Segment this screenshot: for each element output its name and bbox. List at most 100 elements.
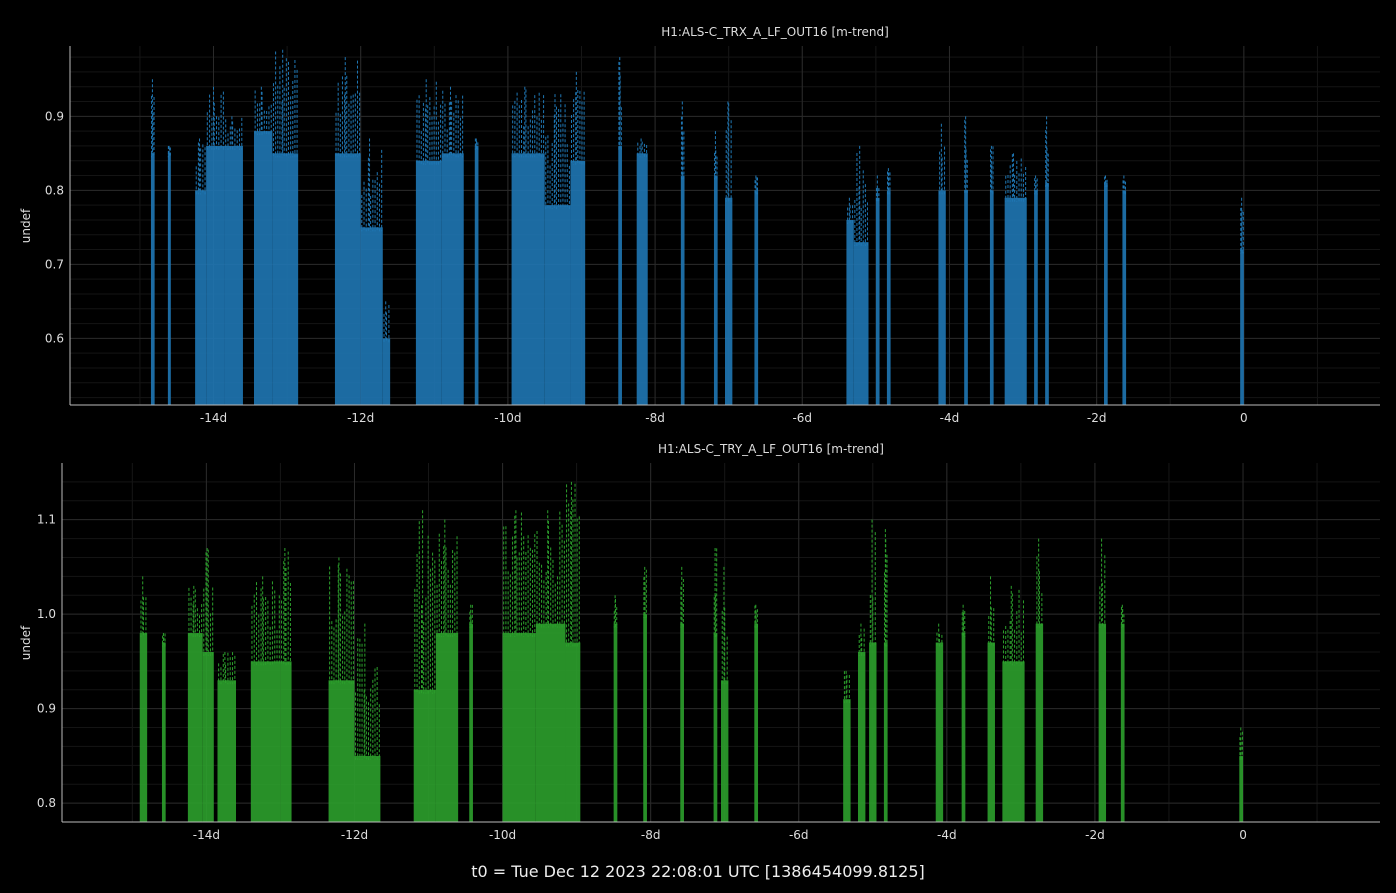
data-burst-fill — [272, 153, 299, 405]
data-burst-fill — [636, 153, 648, 405]
x-tick-label: 0 — [1239, 828, 1247, 842]
chart-panel-2: -14d -12d -10d -8d -6d -4d -2d 0 0.8 0.9 1.0 1.1 H1:… — [19, 442, 1380, 842]
data-burst-fill — [161, 642, 166, 822]
data-burst-fill — [680, 623, 684, 822]
y-tick-label: 0.9 — [37, 702, 56, 716]
data-burst-28 — [987, 576, 995, 822]
data-burst-fill — [413, 689, 436, 822]
data-burst-fill — [474, 145, 479, 405]
data-burst-fill — [1240, 249, 1244, 405]
data-burst-3 — [187, 585, 203, 822]
data-burst-fill — [382, 338, 391, 405]
data-burst-fill — [250, 661, 281, 822]
x-tick-label: -2d — [1087, 411, 1107, 425]
data-burst-10 — [382, 301, 391, 405]
data-burst-fill — [935, 642, 944, 822]
y-axis-label: undef — [19, 625, 33, 660]
data-burst-fill — [1002, 661, 1025, 822]
data-burst-fill — [150, 153, 155, 405]
chart-panel-1: -14d -12d -10d -8d -6d -4d -2d 0 0.6 0.7 0.8 0.9 H1:… — [19, 25, 1380, 425]
data-burst-9 — [354, 623, 381, 822]
data-burst-1 — [150, 79, 155, 405]
data-burst-7 — [280, 548, 292, 822]
data-burst-26 — [935, 623, 944, 822]
data-burst-14 — [511, 86, 545, 405]
data-burst-fill — [354, 755, 381, 822]
x-tick-label: -6d — [792, 411, 812, 425]
data-burst-fill — [565, 642, 581, 822]
data-burst-fill — [754, 623, 759, 822]
data-burst-fill — [1004, 197, 1027, 405]
data-burst-fill — [217, 680, 237, 822]
data-burst-fill — [167, 153, 171, 405]
data-burst-33 — [1239, 727, 1244, 822]
data-burst-fill — [139, 633, 148, 822]
data-burst-15 — [565, 481, 581, 822]
data-burst-fill — [435, 633, 459, 822]
data-burst-fill — [253, 131, 273, 405]
data-burst-fill — [713, 633, 718, 822]
data-burst-fill — [754, 190, 759, 405]
data-burst-35 — [1240, 197, 1244, 405]
y-axis-label: undef — [19, 208, 33, 243]
data-burst-fill — [938, 190, 946, 405]
data-burst-fill — [1120, 623, 1125, 822]
data-burst-fill — [544, 205, 571, 405]
data-burst-21 — [725, 101, 733, 405]
data-burst-fill — [857, 651, 866, 822]
data-burst-fill — [1035, 623, 1044, 822]
data-burst-17 — [618, 57, 622, 405]
data-burst-4 — [202, 548, 214, 822]
data-burst-fill — [1034, 190, 1038, 405]
data-burst-fill — [360, 227, 383, 405]
data-burst-fill — [1122, 190, 1127, 405]
data-burst-24 — [869, 519, 877, 822]
data-burst-fill — [441, 153, 464, 405]
data-burst-3 — [195, 138, 207, 405]
data-burst-fill — [280, 661, 292, 822]
data-burst-fill — [202, 651, 214, 822]
data-burst-27 — [961, 604, 966, 822]
data-burst-fill — [224, 145, 243, 405]
x-tick-label: 0 — [1240, 411, 1248, 425]
data-burst-fill — [195, 190, 207, 405]
data-burst-13 — [502, 510, 536, 822]
data-burst-16 — [570, 71, 586, 405]
data-burst-13 — [474, 138, 479, 405]
data-burst-25 — [875, 175, 880, 405]
data-burst-17 — [643, 566, 647, 822]
data-burst-fill — [869, 642, 877, 822]
data-burst-fill — [853, 242, 869, 405]
data-burst-22 — [754, 175, 759, 405]
data-burst-24 — [853, 145, 869, 405]
data-burst-20 — [721, 566, 729, 822]
data-burst-fill — [613, 623, 618, 822]
data-burst-8 — [334, 57, 361, 405]
data-burst-fill — [725, 197, 733, 405]
data-burst-19 — [713, 548, 718, 822]
data-burst-6 — [250, 576, 281, 822]
data-burst-2 — [167, 145, 171, 405]
data-burst-fill — [415, 160, 442, 405]
x-tick-label: -10d — [489, 828, 516, 842]
data-burst-fill — [1239, 755, 1244, 822]
y-tick-label: 0.8 — [37, 796, 56, 810]
x-tick-label: -12d — [341, 828, 368, 842]
data-burst-fill — [334, 153, 361, 405]
y-tick-label: 0.7 — [45, 257, 64, 271]
y-tick-label: 0.8 — [45, 183, 64, 197]
data-burst-fill — [680, 175, 685, 405]
data-burst-12 — [441, 86, 464, 405]
x-tick-label: -4d — [937, 828, 957, 842]
data-burst-fill — [846, 219, 854, 405]
data-burst-fill — [875, 197, 880, 405]
data-burst-5 — [217, 651, 237, 822]
data-burst-11 — [435, 519, 459, 822]
data-burst-fill — [713, 175, 718, 405]
data-burst-25 — [883, 529, 888, 822]
x-tick-label: -6d — [789, 828, 809, 842]
data-burst-fill — [1045, 182, 1049, 405]
data-burst-fill — [961, 633, 966, 822]
data-burst-9 — [360, 138, 383, 405]
data-burst-20 — [713, 131, 718, 405]
